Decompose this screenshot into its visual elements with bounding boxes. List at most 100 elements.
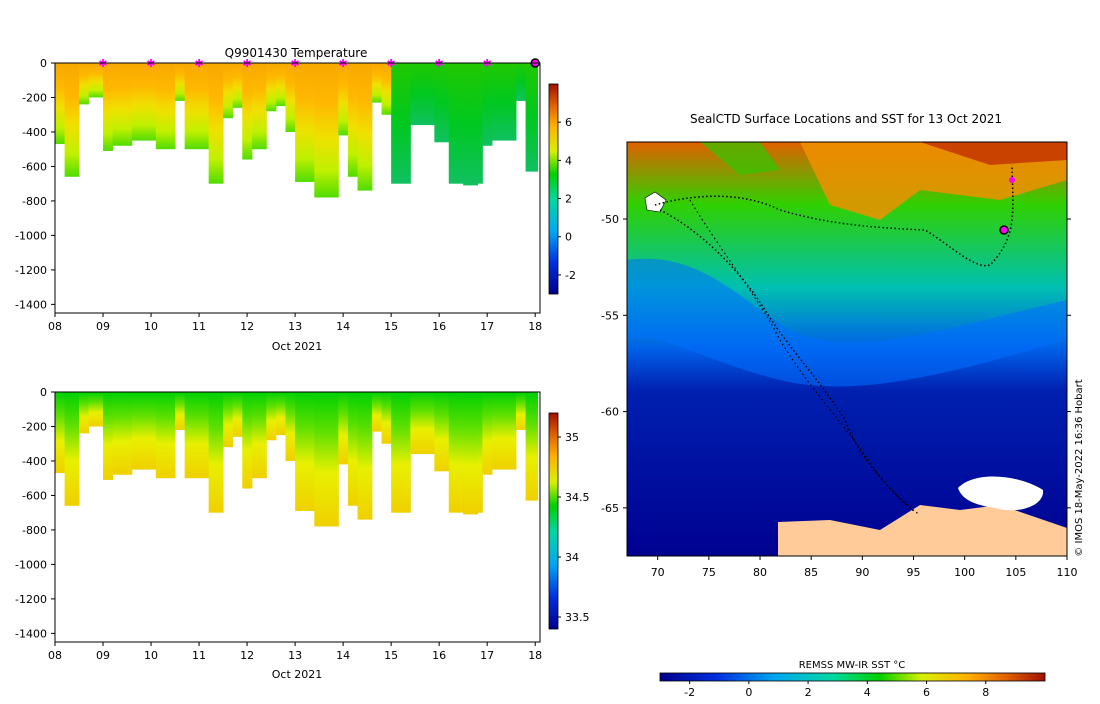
profile-column xyxy=(155,392,176,479)
map-x-tick-label: 105 xyxy=(1005,566,1026,579)
x-tick-label: 12 xyxy=(240,320,254,333)
sst-patch xyxy=(700,142,780,175)
profile-column xyxy=(242,392,253,489)
x-tick-label: 15 xyxy=(384,649,398,662)
sst-front xyxy=(627,258,1067,387)
colorbar-tick-label: 34 xyxy=(565,551,579,564)
current-location-marker xyxy=(999,225,1009,235)
temperature-axes-frame xyxy=(54,62,541,314)
x-tick-label: 17 xyxy=(480,320,494,333)
profile-column xyxy=(275,392,286,436)
profile-column xyxy=(410,63,435,126)
sst-colorbar xyxy=(659,672,1046,682)
profile-column xyxy=(79,63,90,105)
colorbar-tick-label: -2 xyxy=(565,269,576,282)
y-tick-label: -1000 xyxy=(15,229,47,242)
profile-column xyxy=(223,63,234,119)
profile-column xyxy=(285,63,296,132)
profile-column xyxy=(314,392,339,527)
profile-column xyxy=(208,63,224,184)
seal-track-return xyxy=(689,199,921,516)
profile-column xyxy=(131,392,157,470)
x-tick-label: 15 xyxy=(384,320,398,333)
map-y-tick-label: -65 xyxy=(601,502,619,515)
sst-colorbar-ticks: -2 0 2 4 6 8 xyxy=(684,681,989,699)
profile-column xyxy=(251,63,267,150)
antarctica-land xyxy=(778,505,1067,556)
profile-column xyxy=(295,392,315,511)
x-tick-label: 10 xyxy=(144,649,158,662)
y-tick-label: -1200 xyxy=(15,264,47,277)
y-tick-label: -1400 xyxy=(15,298,47,311)
temperature-xlabel: Oct 2021 xyxy=(272,340,323,353)
map-axes-frame xyxy=(626,141,1068,557)
map-x-tick-label: 85 xyxy=(804,566,818,579)
x-tick-label: 11 xyxy=(192,320,206,333)
seal-track-outbound xyxy=(654,164,1014,267)
x-tick-label: 08 xyxy=(48,649,62,662)
profile-column xyxy=(285,392,296,461)
profile-column xyxy=(515,392,527,430)
kerguelen-island xyxy=(644,191,667,213)
profile-column xyxy=(381,392,392,444)
profile-column xyxy=(371,392,383,432)
profile-column xyxy=(391,392,411,513)
profile-column xyxy=(338,392,349,465)
profile-column xyxy=(242,63,253,160)
y-tick-label: 0 xyxy=(40,386,47,399)
profile-column xyxy=(482,392,493,475)
profile-column xyxy=(79,392,90,434)
profile-column xyxy=(64,63,80,177)
profile-column xyxy=(55,63,66,145)
profile-column xyxy=(112,392,133,475)
recent-location-marker xyxy=(1009,177,1015,183)
profile-column xyxy=(266,392,277,441)
profile-column xyxy=(266,63,277,112)
profile-column xyxy=(347,392,359,506)
x-tick-label: 09 xyxy=(96,649,110,662)
profile-column xyxy=(103,63,114,151)
warm-water-region xyxy=(627,142,1067,220)
map-title: SealCTD Surface Locations and SST for 13… xyxy=(690,112,1002,126)
y-tick-label: -1400 xyxy=(15,627,47,640)
y-tick-label: -1000 xyxy=(15,558,47,571)
x-tick-label: 13 xyxy=(288,320,302,333)
sst-colorbar-tick-label: 2 xyxy=(805,686,812,699)
profile-column xyxy=(295,63,315,182)
sst-colorbar-tick-label: 4 xyxy=(864,686,871,699)
map-x-tick-label: 80 xyxy=(753,566,767,579)
colorbar-tick-label: 33.5 xyxy=(565,611,590,624)
x-tick-label: 10 xyxy=(144,320,158,333)
profile-column xyxy=(208,392,224,513)
profile-column xyxy=(103,392,114,480)
salinity-profiles xyxy=(55,392,539,527)
salinity-colorbar-ticks: 33.5 34 34.5 35 xyxy=(558,431,590,624)
x-tick-label: 13 xyxy=(288,649,302,662)
salinity-axes-frame xyxy=(54,391,541,643)
profile-column xyxy=(232,63,243,108)
profile-column xyxy=(88,392,104,427)
profile-column xyxy=(112,63,133,146)
salinity-xlabel: Oct 2021 xyxy=(272,668,323,681)
profile-column xyxy=(491,63,517,141)
colorbar-tick-label: 0 xyxy=(565,231,572,244)
profile-column xyxy=(314,63,339,198)
ice-shelf xyxy=(958,476,1044,511)
profile-column xyxy=(491,392,517,470)
map-y-ticks: -50 -55 -60 -65 xyxy=(601,213,1071,515)
profile-column xyxy=(347,63,359,177)
profile-column xyxy=(434,63,450,143)
x-tick-label: 16 xyxy=(432,320,446,333)
map-x-tick-label: 70 xyxy=(651,566,665,579)
y-tick-label: -400 xyxy=(22,126,47,139)
y-tick-label: -200 xyxy=(22,420,47,433)
y-tick-label: -800 xyxy=(22,195,47,208)
profile-column xyxy=(448,392,464,513)
map-x-ticks: 70 75 80 85 90 95 100 105 110 xyxy=(651,556,1078,579)
sst-map-panel: SealCTD Surface Locations and SST for 13… xyxy=(601,112,1085,699)
profile-column xyxy=(463,63,479,186)
hot-water-region xyxy=(920,142,1067,165)
profile-column xyxy=(525,63,539,172)
profile-column xyxy=(371,63,383,103)
profile-column xyxy=(482,63,493,146)
